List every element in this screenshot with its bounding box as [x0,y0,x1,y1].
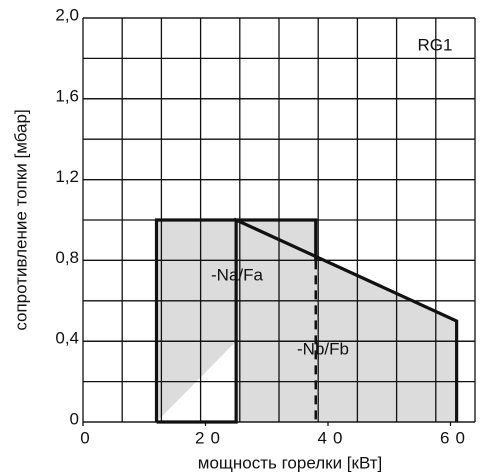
y-axis-label: сопротивление топки [мбар] [11,109,30,330]
x-tick-label: 60 [440,428,471,447]
x-tick-label: 20 [195,428,226,447]
y-tick-label: 0 [70,409,79,428]
field-outline [156,217,459,424]
field-area [156,220,457,422]
annotation: -Nb/Fb [297,339,349,358]
y-tick-label: 0,8 [55,248,79,267]
y-tick-label: 0,4 [55,329,79,348]
x-tick-label: 0 [80,428,95,447]
y-tick-label: 2,0 [55,5,79,24]
y-tick-label: 1,2 [55,167,79,186]
annotation: -Na/Fa [211,265,264,284]
chart-title: RG1 [418,35,453,54]
y-tick-label: 1,6 [55,86,79,105]
x-axis-label: мощность горелки [кВт] [198,453,383,472]
x-tick-label: 40 [318,428,349,447]
